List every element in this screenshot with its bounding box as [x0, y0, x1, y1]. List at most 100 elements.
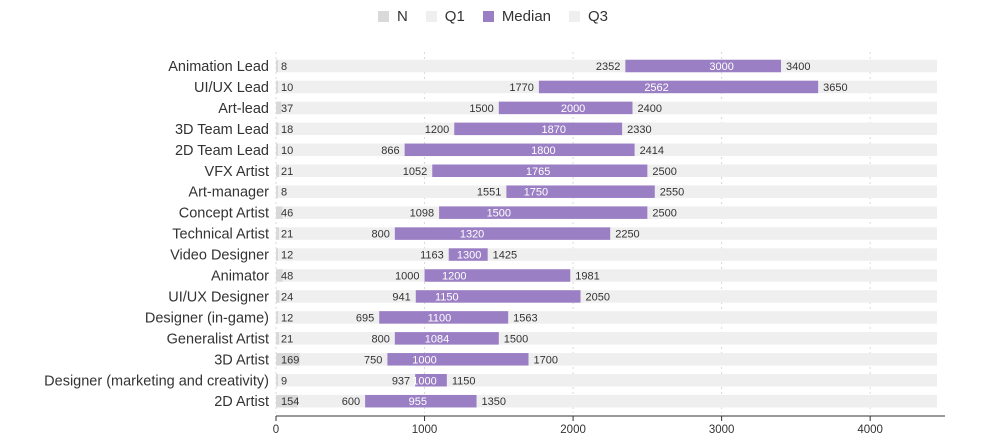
n-bar	[276, 164, 279, 177]
iqr-bar	[625, 59, 782, 73]
median-label: 1200	[442, 271, 466, 283]
q1-label: 1770	[509, 82, 533, 94]
median-label: 1084	[425, 333, 449, 345]
q1-label: 695	[356, 312, 374, 324]
median-label: 1300	[457, 250, 481, 262]
median-label: 1150	[435, 291, 459, 303]
n-label: 12	[281, 250, 293, 262]
median-label: 955	[409, 396, 427, 408]
category-label: Designer (in-game)	[145, 310, 269, 326]
median-label: 1750	[524, 187, 548, 199]
q1-label: 1163	[420, 250, 444, 262]
n-bar	[276, 332, 279, 345]
legend-swatch-q1	[425, 11, 437, 22]
median-label: 1100	[428, 312, 452, 324]
legend-label-q3: Q3	[588, 8, 609, 25]
n-bar	[276, 248, 278, 261]
n-label: 10	[281, 145, 293, 157]
iqr-bar	[415, 290, 581, 303]
q3-label: 1981	[575, 271, 599, 283]
category-label: Animator	[211, 269, 269, 285]
q3-label: 2330	[627, 124, 651, 136]
n-bar	[276, 227, 279, 240]
track-bar	[276, 269, 937, 282]
legend-item-n: N	[377, 8, 408, 25]
iqr-bar	[448, 248, 488, 261]
n-label: 24	[281, 291, 293, 303]
median-label: 1320	[460, 229, 484, 241]
median-label: 1000	[412, 375, 436, 387]
n-bar	[276, 311, 278, 324]
iqr-bar	[394, 227, 611, 240]
n-bar	[276, 122, 279, 136]
category-label: VFX Artist	[205, 164, 269, 180]
iqr-bar	[365, 394, 477, 408]
n-label: 10	[281, 82, 293, 94]
iqr-bar	[379, 311, 509, 324]
median-label: 3000	[709, 61, 733, 73]
q1-label: 750	[364, 354, 382, 366]
q3-label: 3400	[786, 61, 810, 73]
x-tick-label: 1000	[412, 424, 438, 436]
n-label: 48	[281, 271, 293, 283]
n-label: 154	[281, 396, 299, 408]
q3-label: 2414	[640, 145, 664, 157]
n-bar	[276, 101, 282, 115]
category-label: Animation Lead	[168, 59, 269, 75]
track-bar	[276, 248, 937, 261]
q1-label: 1000	[395, 271, 419, 283]
q3-label: 1425	[493, 250, 517, 262]
legend-label-q1: Q1	[444, 8, 465, 25]
n-bar	[276, 143, 278, 157]
q3-label: 2500	[652, 208, 676, 220]
iqr-bar	[432, 164, 648, 177]
category-label: Concept Artist	[179, 206, 269, 222]
category-label: Technical Artist	[172, 227, 269, 243]
q1-label: 1098	[410, 208, 434, 220]
q1-label: 800	[371, 229, 389, 241]
category-label: 3D Team Lead	[175, 122, 269, 138]
n-bar	[276, 185, 278, 198]
n-label: 21	[281, 229, 293, 241]
category-label: 2D Artist	[214, 394, 269, 410]
q3-label: 2400	[637, 103, 661, 115]
category-label: 3D Artist	[214, 352, 269, 368]
category-label: Video Designer	[170, 248, 269, 264]
track-bar	[276, 311, 937, 324]
n-bar	[276, 353, 300, 366]
legend-item-q1: Q1	[425, 8, 465, 25]
median-label: 1000	[412, 354, 436, 366]
x-tick-label: 4000	[857, 424, 883, 436]
q1-label: 1200	[425, 124, 449, 136]
median-label: 2562	[644, 82, 668, 94]
q1-label: 941	[392, 291, 410, 303]
legend: N Q1 Median Q3	[0, 8, 986, 25]
q3-label: 2550	[660, 187, 684, 199]
category-label: 2D Team Lead	[175, 143, 269, 159]
n-bar	[276, 290, 280, 303]
legend-swatch-median	[482, 11, 494, 22]
legend-label-n: N	[396, 8, 408, 25]
category-label: Art-manager	[188, 185, 269, 201]
median-label: 1800	[531, 145, 555, 157]
q1-label: 1551	[477, 187, 501, 199]
q1-label: 937	[392, 375, 410, 387]
q3-label: 2250	[615, 229, 639, 241]
legend-swatch-q3	[569, 11, 581, 22]
iqr-bar	[498, 101, 633, 115]
n-label: 169	[281, 354, 299, 366]
q3-label: 1350	[482, 396, 506, 408]
q1-label: 866	[381, 145, 399, 157]
n-label: 37	[281, 103, 293, 115]
iqr-bar	[439, 206, 648, 219]
q3-label: 1563	[513, 312, 537, 324]
median-label: 1500	[487, 208, 511, 220]
n-bar	[276, 80, 278, 94]
n-bar	[276, 206, 283, 219]
n-label: 46	[281, 208, 293, 220]
iqr-bar	[394, 332, 499, 345]
n-bar	[276, 269, 283, 282]
iqr-bar	[538, 80, 819, 94]
x-tick-label: 0	[273, 424, 279, 436]
